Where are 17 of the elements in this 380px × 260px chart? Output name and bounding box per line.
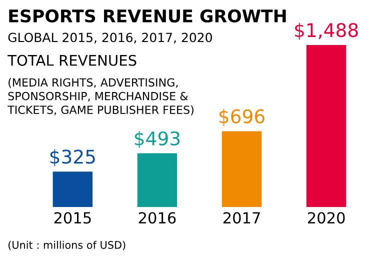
bar xyxy=(222,131,262,207)
data-label: $1,488 xyxy=(295,22,358,40)
x-tick-label: 2020 xyxy=(308,212,345,224)
x-tick-label: 2017 xyxy=(223,212,260,224)
chart-subtitle: GLOBAL 2015, 2016, 2017, 2020 xyxy=(8,32,212,44)
x-tick-label: 2015 xyxy=(54,212,91,224)
annotation: (MEDIA RIGHTS, ADVERTISING, SPONSORSHIP, MERCHANDISE & TICKETS, GAME PUBLISHER FEES) xyxy=(8,78,194,116)
data-label: $325 xyxy=(50,149,95,166)
x-tick-label: 2016 xyxy=(138,212,176,224)
bar xyxy=(137,153,178,207)
chart-title: ESPORTS REVENUE GROWTH xyxy=(9,9,286,23)
text: (Unit : millions of USD) xyxy=(8,240,126,250)
bar xyxy=(306,45,346,207)
data-label: $493 xyxy=(134,130,180,148)
annotation: TOTAL REVENUES xyxy=(8,54,136,66)
data-label: $696 xyxy=(219,108,264,126)
bar xyxy=(52,172,93,207)
